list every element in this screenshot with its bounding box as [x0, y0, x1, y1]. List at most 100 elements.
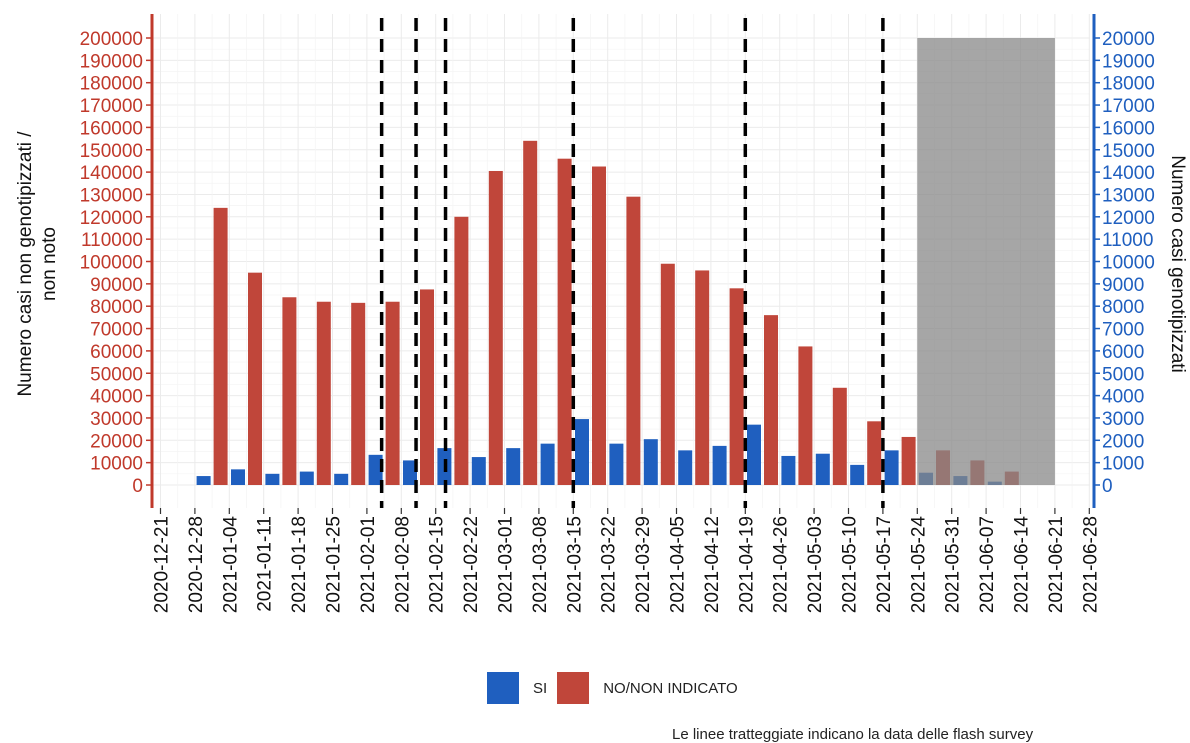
bar-si	[471, 457, 486, 485]
bar-si	[334, 473, 349, 485]
y-tick-label-left: 120000	[80, 208, 143, 229]
y-tick-label-left: 200000	[80, 29, 143, 50]
flash-survey-lines	[379, 18, 885, 508]
bar-no-non-indicato	[695, 270, 710, 485]
y-tick-label-left: 10000	[90, 454, 143, 475]
x-tick-label: 2021-05-17	[874, 516, 895, 613]
x-tick-label: 2021-04-12	[702, 516, 723, 613]
x-tick-label: 2021-02-22	[461, 516, 482, 613]
y-tick-label-left: 190000	[80, 51, 143, 72]
y-tick-label-right: 4000	[1102, 387, 1144, 408]
bar-no-non-indicato	[832, 387, 847, 485]
bar-si	[815, 453, 830, 485]
y-tick-label-left: 160000	[80, 118, 143, 139]
x-tick-label: 2021-05-10	[840, 516, 861, 613]
y-tick-label-right: 8000	[1102, 297, 1144, 318]
x-tick-label: 2021-03-15	[564, 516, 585, 613]
y-tick-label-right: 9000	[1102, 275, 1144, 296]
y-tick-label-right: 0	[1102, 476, 1113, 497]
x-tick-label: 2021-06-28	[1080, 516, 1101, 613]
bar-no-non-indicato	[385, 301, 400, 485]
bar-no-non-indicato	[729, 288, 744, 485]
bar-si	[850, 464, 865, 485]
y-tick-label-right: 13000	[1102, 185, 1155, 206]
y-axis-label-left-line2: non noto	[39, 227, 60, 301]
x-tick-label: 2021-01-11	[255, 516, 276, 612]
x-tick-label: 2020-12-21	[152, 516, 173, 613]
y-tick-label-right: 15000	[1102, 141, 1155, 162]
y-tick-label-left: 0	[132, 476, 143, 497]
bar-no-non-indicato	[660, 263, 675, 485]
x-tick-label: 2021-02-08	[392, 516, 413, 613]
y-tick-label-left: 90000	[90, 275, 143, 296]
bar-si	[575, 419, 589, 485]
x-tick-label: 2021-06-21	[1046, 516, 1067, 613]
x-tick-label: 2021-06-14	[1012, 516, 1033, 614]
x-tick-label: 2021-01-25	[324, 516, 345, 613]
x-tick-label: 2021-05-31	[943, 516, 964, 613]
y-tick-label-left: 130000	[80, 185, 143, 206]
y-tick-label-left: 150000	[80, 141, 143, 162]
caption: Le linee tratteggiate indicano la data d…	[672, 726, 1034, 743]
bar-no-non-indicato	[248, 272, 262, 485]
x-tick-label: 2021-06-07	[977, 516, 998, 613]
bar-no-non-indicato	[488, 170, 503, 486]
y-tick-label-left: 80000	[90, 297, 143, 318]
bar-no-non-indicato	[454, 216, 469, 486]
x-tick-label: 2021-04-19	[736, 516, 757, 613]
bar-no-non-indicato	[351, 302, 366, 485]
y-tick-label-right: 12000	[1102, 208, 1155, 229]
y-axis-label-right: Numero casi genotipizzati	[1167, 155, 1188, 373]
bar-si	[231, 469, 245, 485]
y-tick-label-right: 19000	[1102, 51, 1155, 72]
bar-no-non-indicato	[867, 421, 882, 485]
bar-no-non-indicato	[316, 301, 331, 485]
y-tick-label-right: 1000	[1102, 454, 1144, 475]
bar-si	[747, 424, 761, 485]
bar-no-non-indicato	[420, 289, 434, 485]
bar-si	[678, 450, 693, 485]
bar-no-non-indicato	[592, 166, 606, 485]
x-tick-label: 2021-04-26	[771, 516, 792, 613]
x-tick-label: 2021-05-03	[805, 516, 826, 613]
y-tick-label-left: 110000	[81, 230, 143, 251]
y-tick-label-left: 40000	[90, 387, 143, 408]
x-tick-label: 2021-03-22	[599, 516, 620, 613]
y-tick-label-left: 30000	[90, 409, 143, 430]
y-tick-label-right: 7000	[1102, 320, 1144, 341]
x-tick-label: 2021-03-29	[633, 516, 654, 613]
y-tick-label-right: 2000	[1102, 431, 1144, 452]
y-tick-label-left: 20000	[90, 431, 143, 452]
y-tick-label-right: 18000	[1102, 74, 1155, 95]
bar-no-non-indicato	[557, 158, 572, 485]
y-tick-label-right: 3000	[1102, 409, 1144, 430]
legend-swatch-no	[557, 672, 590, 704]
x-tick-label: 2021-01-04	[220, 516, 241, 614]
bar-no-non-indicato	[282, 297, 297, 485]
y-tick-label-right: 5000	[1102, 364, 1144, 385]
y-tick-label-left: 170000	[80, 96, 143, 117]
y-tick-label-right: 11000	[1102, 230, 1153, 251]
legend-swatch-si	[487, 672, 519, 704]
bar-si	[781, 455, 796, 485]
x-tick-label: 2021-04-05	[668, 516, 689, 613]
bar-si	[265, 473, 280, 485]
bars	[196, 140, 1019, 486]
x-tick-label: 2020-12-28	[186, 516, 207, 613]
bar-si	[884, 450, 899, 485]
shaded-period	[917, 38, 1055, 485]
y-tick-label-right: 17000	[1102, 96, 1155, 117]
legend-label-no: NO/NON INDICATO	[603, 679, 738, 697]
x-tick-label: 2021-02-01	[358, 516, 379, 613]
y-tick-label-left: 70000	[90, 320, 143, 341]
y-tick-label-left: 140000	[80, 163, 143, 184]
y-tick-label-right: 14000	[1102, 163, 1155, 184]
legend-label-si: SI	[533, 679, 548, 697]
bar-si	[196, 476, 211, 485]
bar-si	[403, 460, 417, 485]
bar-no-non-indicato	[213, 207, 228, 486]
x-tick-label: 2021-03-08	[530, 516, 551, 613]
legend: SI NO/NON INDICATO	[487, 672, 748, 704]
bar-no-non-indicato	[764, 315, 778, 485]
